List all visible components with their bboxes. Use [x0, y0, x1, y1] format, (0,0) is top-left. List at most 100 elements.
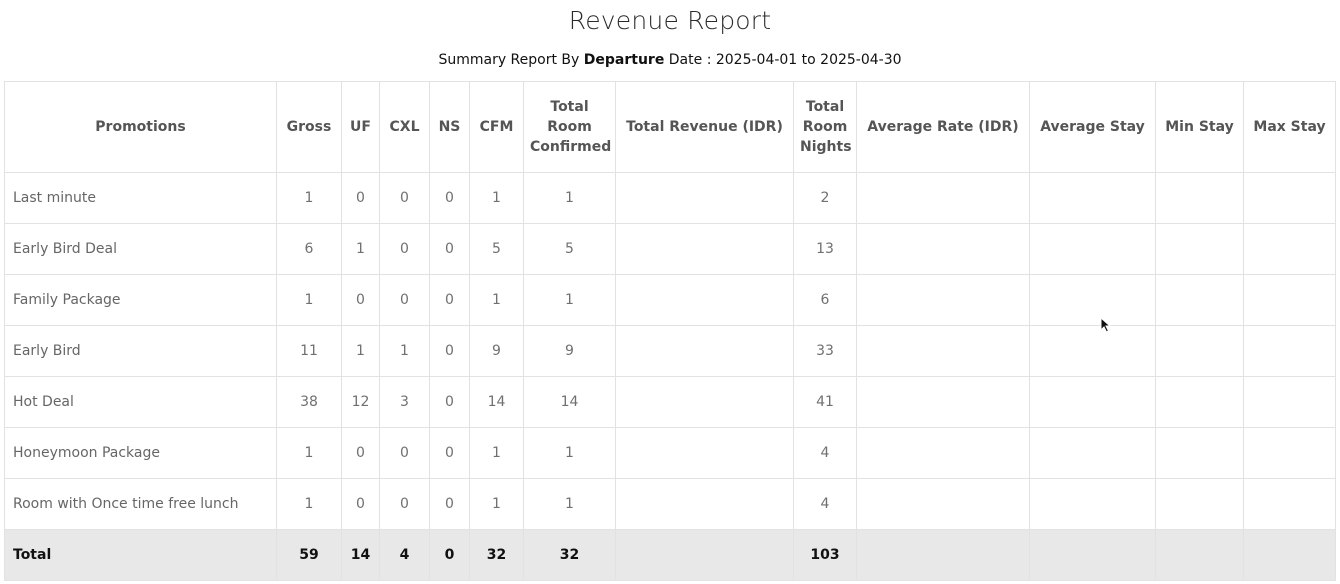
total-uf: 14	[341, 529, 380, 581]
total-max-stay	[1243, 529, 1336, 581]
header-total-room-nights[interactable]: Total Room Nights	[793, 81, 857, 173]
total-label: Total	[4, 529, 277, 581]
header-ns[interactable]: NS	[429, 81, 470, 173]
cell-promotion-name: Last minute	[4, 172, 277, 224]
cell-average-stay	[1029, 478, 1156, 530]
cell-cfm: 1	[469, 274, 524, 326]
cell-min-stay	[1155, 478, 1244, 530]
table-row: Honeymoon Package 1 0 0 0 1 1 4	[4, 427, 1336, 479]
cell-ns: 0	[429, 223, 470, 275]
cell-average-rate	[856, 172, 1030, 224]
header-max-stay[interactable]: Max Stay	[1243, 81, 1336, 173]
table-row: Hot Deal 38 12 3 0 14 14 41	[4, 376, 1336, 428]
cell-max-stay	[1243, 223, 1336, 275]
mouse-pointer-icon	[1100, 317, 1112, 333]
cell-min-stay	[1155, 325, 1244, 377]
cell-uf: 1	[341, 223, 380, 275]
header-average-rate[interactable]: Average Rate (IDR)	[856, 81, 1030, 173]
header-total-revenue[interactable]: Total Revenue (IDR)	[615, 81, 794, 173]
cell-total-revenue	[615, 274, 794, 326]
table-header-row: Promotions Gross UF CXL NS CFM Total Roo…	[4, 81, 1336, 173]
cell-promotion-name: Honeymoon Package	[4, 427, 277, 479]
cell-gross: 1	[276, 478, 342, 530]
cell-uf: 0	[341, 427, 380, 479]
cell-promotion-name: Early Bird	[4, 325, 277, 377]
subtitle-prefix: Summary Report By	[438, 52, 584, 68]
cell-uf: 0	[341, 172, 380, 224]
report-subtitle: Summary Report By Departure Date : 2025-…	[0, 50, 1340, 70]
table-row: Family Package 1 0 0 0 1 1 6	[4, 274, 1336, 326]
cell-max-stay	[1243, 376, 1336, 428]
cell-total-revenue	[615, 325, 794, 377]
table-row: Early Bird 11 1 1 0 9 9 33	[4, 325, 1336, 377]
cell-cfm: 14	[469, 376, 524, 428]
cell-cxl: 0	[379, 478, 430, 530]
revenue-table: Promotions Gross UF CXL NS CFM Total Roo…	[4, 81, 1336, 581]
cell-average-rate	[856, 427, 1030, 479]
cell-total-room-nights: 4	[793, 427, 857, 479]
total-cxl: 4	[379, 529, 430, 581]
cell-max-stay	[1243, 478, 1336, 530]
cell-uf: 12	[341, 376, 380, 428]
cell-cfm: 1	[469, 478, 524, 530]
cell-ns: 0	[429, 478, 470, 530]
cell-promotion-name: Early Bird Deal	[4, 223, 277, 275]
header-gross[interactable]: Gross	[276, 81, 342, 173]
total-gross: 59	[276, 529, 342, 581]
header-cfm[interactable]: CFM	[469, 81, 524, 173]
header-cxl[interactable]: CXL	[379, 81, 430, 173]
cell-average-stay	[1029, 376, 1156, 428]
cell-total-revenue	[615, 223, 794, 275]
cell-min-stay	[1155, 376, 1244, 428]
total-min-stay	[1155, 529, 1244, 581]
cell-max-stay	[1243, 427, 1336, 479]
subtitle-grouping: Departure	[583, 52, 665, 68]
header-total-room-confirmed[interactable]: Total Room Confirmed	[523, 81, 616, 173]
header-min-stay[interactable]: Min Stay	[1155, 81, 1244, 173]
cell-total-revenue	[615, 478, 794, 530]
cell-cfm: 5	[469, 223, 524, 275]
cell-total-room-confirmed: 1	[523, 478, 616, 530]
cell-min-stay	[1155, 223, 1244, 275]
table-total-row: Total 59 14 4 0 32 32 103	[4, 529, 1336, 581]
header-average-stay[interactable]: Average Stay	[1029, 81, 1156, 173]
cell-gross: 11	[276, 325, 342, 377]
cell-total-room-confirmed: 1	[523, 427, 616, 479]
cell-cxl: 0	[379, 172, 430, 224]
cell-average-stay	[1029, 274, 1156, 326]
subtitle-date-range: Date : 2025-04-01 to 2025-04-30	[664, 52, 902, 68]
cell-total-room-confirmed: 1	[523, 172, 616, 224]
cell-total-room-nights: 6	[793, 274, 857, 326]
cell-total-room-nights: 4	[793, 478, 857, 530]
cell-total-room-nights: 41	[793, 376, 857, 428]
cell-gross: 1	[276, 172, 342, 224]
cell-gross: 1	[276, 427, 342, 479]
cell-total-room-nights: 13	[793, 223, 857, 275]
total-ns: 0	[429, 529, 470, 581]
cell-average-rate	[856, 223, 1030, 275]
cell-cxl: 0	[379, 274, 430, 326]
cell-total-room-nights: 2	[793, 172, 857, 224]
cell-ns: 0	[429, 427, 470, 479]
cell-cxl: 0	[379, 427, 430, 479]
cell-total-revenue	[615, 427, 794, 479]
cell-gross: 6	[276, 223, 342, 275]
cell-average-rate	[856, 325, 1030, 377]
cell-ns: 0	[429, 376, 470, 428]
table-row: Room with Once time free lunch 1 0 0 0 1…	[4, 478, 1336, 530]
cell-average-stay	[1029, 223, 1156, 275]
cell-max-stay	[1243, 274, 1336, 326]
cell-average-stay	[1029, 325, 1156, 377]
total-room-nights: 103	[793, 529, 857, 581]
cell-cxl: 0	[379, 223, 430, 275]
cell-total-room-confirmed: 9	[523, 325, 616, 377]
header-uf[interactable]: UF	[341, 81, 380, 173]
cell-average-rate	[856, 376, 1030, 428]
cell-average-stay	[1029, 427, 1156, 479]
cell-uf: 0	[341, 478, 380, 530]
cell-min-stay	[1155, 172, 1244, 224]
total-revenue	[615, 529, 794, 581]
header-promotions[interactable]: Promotions	[4, 81, 277, 173]
cell-total-room-nights: 33	[793, 325, 857, 377]
cell-promotion-name: Hot Deal	[4, 376, 277, 428]
